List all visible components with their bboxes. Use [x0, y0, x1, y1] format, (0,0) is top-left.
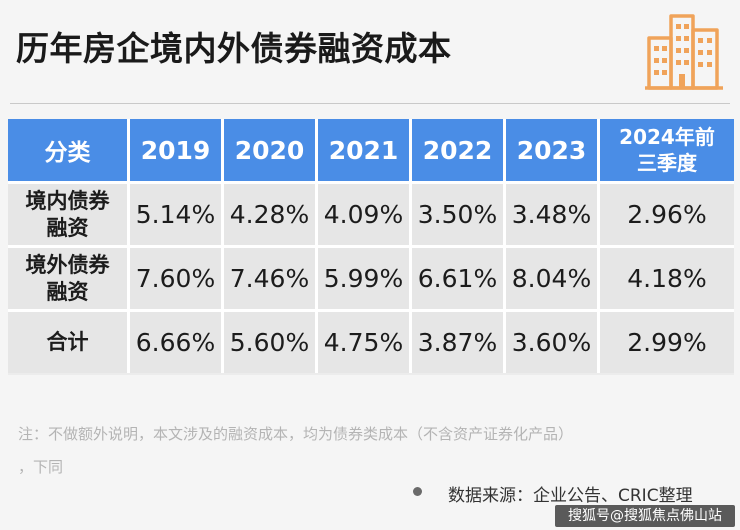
header-2022: 2022	[412, 119, 506, 184]
header-2024-q3: 2024年前 三季度	[600, 119, 734, 184]
cell-value: 4.09%	[318, 184, 412, 248]
cell-value: 3.87%	[412, 312, 506, 373]
cell-value: 2.99%	[600, 312, 734, 373]
page-title: 历年房企境内外债券融资成本	[16, 29, 452, 68]
header-2021: 2021	[318, 119, 412, 184]
table-header-row: 分类 2019 2020 2021 2022 2023 2024年前 三季度	[8, 119, 734, 184]
row-label-domestic: 境内债券 融资	[8, 184, 130, 248]
table-row: 境外债券 融资 7.60% 7.46% 5.99% 6.61% 8.04% 4.…	[8, 248, 734, 312]
cell-value: 3.48%	[506, 184, 600, 248]
cost-table-container: 分类 2019 2020 2021 2022 2023 2024年前 三季度 境…	[8, 119, 734, 375]
cell-value: 7.60%	[130, 248, 224, 312]
row-label-overseas: 境外债券 融资	[8, 248, 130, 312]
cell-value: 5.14%	[130, 184, 224, 248]
bullet-dot-icon	[413, 487, 422, 496]
row-label-total: 合计	[8, 312, 130, 373]
header-2020: 2020	[224, 119, 318, 184]
cell-value: 3.50%	[412, 184, 506, 248]
cell-value: 4.18%	[600, 248, 734, 312]
footnote-continued: ，下同	[18, 458, 64, 476]
cell-value: 2.96%	[600, 184, 734, 248]
cell-value: 3.60%	[506, 312, 600, 373]
table-row: 境内债券 融资 5.14% 4.28% 4.09% 3.50% 3.48% 2.…	[8, 184, 734, 248]
cell-value: 6.61%	[412, 248, 506, 312]
table-row: 合计 6.66% 5.60% 4.75% 3.87% 3.60% 2.99%	[8, 312, 734, 373]
watermark-badge: 搜狐号@搜狐焦点佛山站	[555, 505, 735, 527]
cell-value: 4.75%	[318, 312, 412, 373]
cost-table: 分类 2019 2020 2021 2022 2023 2024年前 三季度 境…	[8, 119, 734, 373]
header-category: 分类	[8, 119, 130, 184]
title-divider	[10, 103, 730, 104]
cell-value: 7.46%	[224, 248, 318, 312]
header-2023: 2023	[506, 119, 600, 184]
buildings-icon	[645, 14, 723, 90]
cell-value: 5.60%	[224, 312, 318, 373]
cell-value: 6.66%	[130, 312, 224, 373]
cell-value: 8.04%	[506, 248, 600, 312]
footnote: 注：不做额外说明，本文涉及的融资成本，均为债券类成本（不含资产证券化产品）	[18, 425, 574, 443]
header-2019: 2019	[130, 119, 224, 184]
cell-value: 4.28%	[224, 184, 318, 248]
data-source: 数据来源：企业公告、CRIC整理	[448, 486, 693, 506]
cell-value: 5.99%	[318, 248, 412, 312]
